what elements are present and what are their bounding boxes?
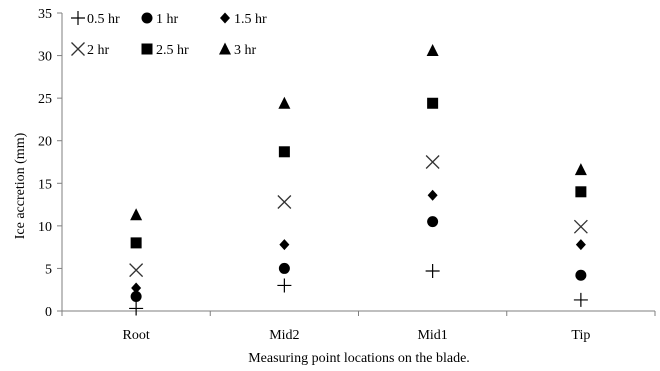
data-point-triangle xyxy=(278,96,291,109)
legend-label: 0.5 hr xyxy=(87,12,120,27)
data-point-cross xyxy=(277,195,292,209)
data-point-diamond xyxy=(575,239,586,251)
x-tick-label: Mid1 xyxy=(417,328,447,343)
x-axis-ticks: Root Mid2 Mid1 Tip xyxy=(61,311,656,343)
legend-label: 1.5 hr xyxy=(234,12,267,27)
x-tick-label: Tip xyxy=(571,328,590,343)
axes xyxy=(61,13,655,312)
legend-marker-cross xyxy=(71,42,85,56)
y-tick-label: 15 xyxy=(38,177,52,192)
x-tick-label: Root xyxy=(123,328,150,343)
data-point-circle xyxy=(427,216,439,228)
data-point-circle xyxy=(575,269,587,281)
y-axis-title: Ice accretion (mm) xyxy=(13,132,28,239)
x-axis-title: Measuring point locations on the blade. xyxy=(248,351,470,366)
data-point-diamond xyxy=(131,282,142,294)
data-point-square xyxy=(278,146,290,158)
data-point-cross xyxy=(573,219,588,234)
y-axis-ticks: 0 5 10 15 20 25 30 35 xyxy=(38,7,62,320)
legend: 0.5 hr 1 hr 1.5 hr 2 hr 2.5 hr 3 hr xyxy=(71,11,267,58)
legend-label: 1 hr xyxy=(156,12,179,27)
y-tick-label: 25 xyxy=(38,92,52,107)
legend-marker-triangle xyxy=(219,42,231,55)
data-point-plus xyxy=(129,301,144,316)
legend-marker-plus xyxy=(71,11,85,25)
data-point-diamond xyxy=(427,189,438,201)
y-tick-label: 35 xyxy=(38,7,52,22)
data-point-plus xyxy=(573,292,588,307)
data-point-triangle xyxy=(130,208,143,221)
data-point-diamond xyxy=(279,239,290,251)
data-point-square xyxy=(427,97,439,109)
data-point-cross xyxy=(425,155,440,169)
y-tick-label: 10 xyxy=(38,220,52,235)
data-point-square xyxy=(575,186,587,198)
data-point-square xyxy=(130,237,142,249)
y-tick-label: 0 xyxy=(45,305,52,320)
data-point-cross xyxy=(129,263,144,278)
data-point-plus xyxy=(425,263,440,278)
data-point-circle xyxy=(278,262,290,274)
legend-label: 2 hr xyxy=(87,43,110,58)
y-tick-label: 20 xyxy=(38,135,52,150)
legend-label: 2.5 hr xyxy=(156,43,189,58)
data-point-circle xyxy=(130,291,142,303)
legend-marker-circle xyxy=(141,12,153,24)
y-tick-label: 30 xyxy=(38,50,52,65)
legend-marker-diamond xyxy=(220,12,230,24)
data-point-triangle xyxy=(574,163,587,176)
legend-marker-square xyxy=(141,43,153,55)
data-point-plus xyxy=(277,278,292,293)
data-point-triangle xyxy=(426,43,439,56)
data-points xyxy=(129,43,588,316)
legend-label: 3 hr xyxy=(234,43,257,58)
x-tick-label: Mid2 xyxy=(269,328,299,343)
y-tick-label: 5 xyxy=(45,262,52,277)
